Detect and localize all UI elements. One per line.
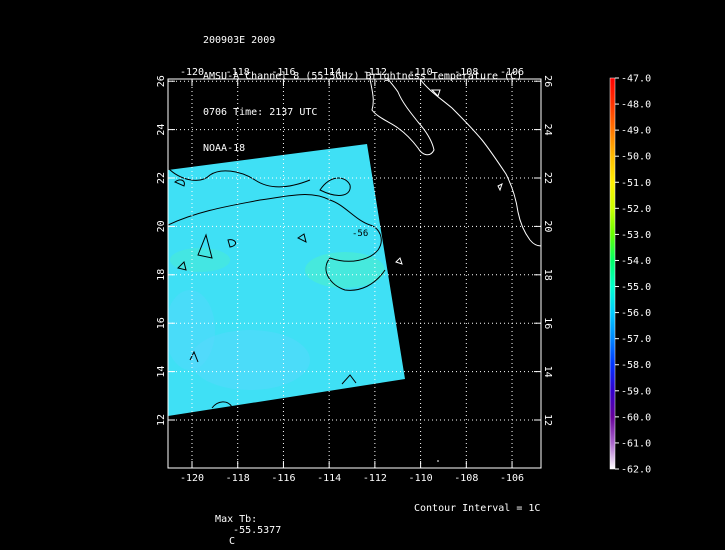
lon-label: -114 — [317, 473, 341, 484]
colorbar: -47.0 -48.0 -49.0 -50.0 -51.0 -52.0 -53.0 -54.0… — [609, 74, 651, 476]
lon-labels-bottom: -120 -118 -116 -114 -112 -110 -108 -106 — [180, 473, 524, 484]
lon-label: -116 — [271, 473, 295, 484]
colorbar-label: -57.0 — [621, 334, 651, 345]
colorbar-label: -62.0 — [621, 465, 651, 476]
lat-labels-left: 12 14 16 18 20 22 24 26 — [156, 75, 167, 426]
max-tb-unit: C — [229, 536, 236, 547]
channel-line: AMSU-A Channel 8 (55.5GHz) Brightness Te… — [203, 71, 523, 82]
contour-line — [227, 239, 237, 248]
lat-label: 16 — [542, 317, 553, 329]
satellite-line: NOAA-18 — [203, 143, 246, 154]
lat-label: 26 — [156, 75, 167, 87]
lat-label: 14 — [542, 366, 553, 378]
lon-label: -116 — [271, 67, 295, 78]
colorbar-label: -52.0 — [621, 204, 651, 215]
lat-label: 24 — [156, 124, 167, 136]
contour-interval: Contour Interval = 1C — [414, 503, 541, 514]
colorbar-label: -58.0 — [621, 360, 651, 371]
island-outline — [430, 89, 441, 97]
lon-label: -118 — [226, 67, 250, 78]
coastline — [369, 79, 541, 462]
island-outline — [497, 183, 503, 192]
lat-labels-right: 12 14 16 18 20 22 24 26 — [542, 75, 553, 426]
contour-lines — [168, 167, 386, 409]
contour-label: -56 — [352, 229, 368, 239]
lat-label: 22 — [542, 172, 553, 184]
max-tb-label: Max Tb: — [215, 514, 258, 525]
lon-label: -106 — [500, 67, 524, 78]
lon-label: -120 — [180, 473, 204, 484]
lat-label: 24 — [542, 124, 553, 136]
contour-line — [325, 257, 386, 291]
colorbar-label: -56.0 — [621, 308, 651, 319]
contour-line — [189, 350, 199, 363]
lon-label: -118 — [226, 473, 250, 484]
lon-labels-top: -120 -118 -116 -114 -112 -110 -108 -106 — [180, 67, 524, 78]
colorbar-label: -59.0 — [621, 386, 651, 397]
colorbar-scale — [609, 77, 616, 470]
cool-patch — [168, 290, 215, 370]
contour-line — [174, 179, 185, 187]
colorbar-label: -54.0 — [621, 256, 651, 267]
island-outline — [395, 257, 403, 265]
colorbar-label: -47.0 — [621, 74, 651, 85]
lat-label: 16 — [156, 317, 167, 329]
brightness-swath — [168, 144, 405, 416]
lon-label: -108 — [454, 473, 478, 484]
lat-label: 12 — [156, 414, 167, 426]
lat-label: 22 — [156, 172, 167, 184]
axis-ticks — [168, 79, 541, 468]
lat-label: 12 — [542, 414, 553, 426]
colorbar-label: -61.0 — [621, 438, 651, 449]
contour-line — [297, 233, 307, 243]
cool-patch — [190, 330, 310, 390]
contour-line — [197, 233, 213, 259]
mainland-coastline — [419, 79, 541, 247]
lat-label: 20 — [156, 220, 167, 232]
lon-label: -112 — [363, 473, 387, 484]
lon-label: -110 — [409, 67, 433, 78]
lat-label: 26 — [542, 75, 553, 87]
lat-label: 14 — [156, 366, 167, 378]
colorbar-label: -48.0 — [621, 100, 651, 111]
map-frame — [167, 78, 542, 469]
lon-label: -112 — [363, 67, 387, 78]
contour-line — [319, 177, 351, 196]
time-line: 0706 Time: 2137 UTC — [203, 107, 318, 118]
plot-title: 200903E 2009 AMSU-A Channel 8 (55.5GHz) … — [203, 11, 522, 167]
storm-id-line: 200903E 2009 — [203, 35, 276, 46]
lat-lon-grid — [168, 79, 541, 468]
contour-line — [168, 194, 382, 262]
colorbar-label: -60.0 — [621, 412, 651, 423]
max-tb-value: -55.5377 — [233, 525, 282, 536]
colorbar-label: -55.0 — [621, 282, 651, 293]
colorbar-label: -49.0 — [621, 126, 651, 137]
lat-label: 18 — [542, 269, 553, 281]
lat-label: 20 — [542, 220, 553, 232]
colorbar-label: -50.0 — [621, 152, 651, 163]
lon-label: -120 — [180, 67, 204, 78]
lon-label: -110 — [409, 473, 433, 484]
warm-patch — [305, 252, 385, 288]
contour-line — [168, 167, 311, 188]
baja-coastline — [369, 79, 435, 156]
lon-label: -106 — [500, 473, 524, 484]
contour-line — [341, 374, 357, 385]
lat-label: 18 — [156, 269, 167, 281]
contour-line — [177, 261, 187, 271]
colorbar-label: -53.0 — [621, 230, 651, 241]
colorbar-label: -51.0 — [621, 178, 651, 189]
lon-label: -114 — [317, 67, 341, 78]
lon-label: -108 — [454, 67, 478, 78]
max-tb-readout: Max Tb: -55.5377 C — [203, 503, 281, 547]
contour-line — [211, 401, 233, 409]
